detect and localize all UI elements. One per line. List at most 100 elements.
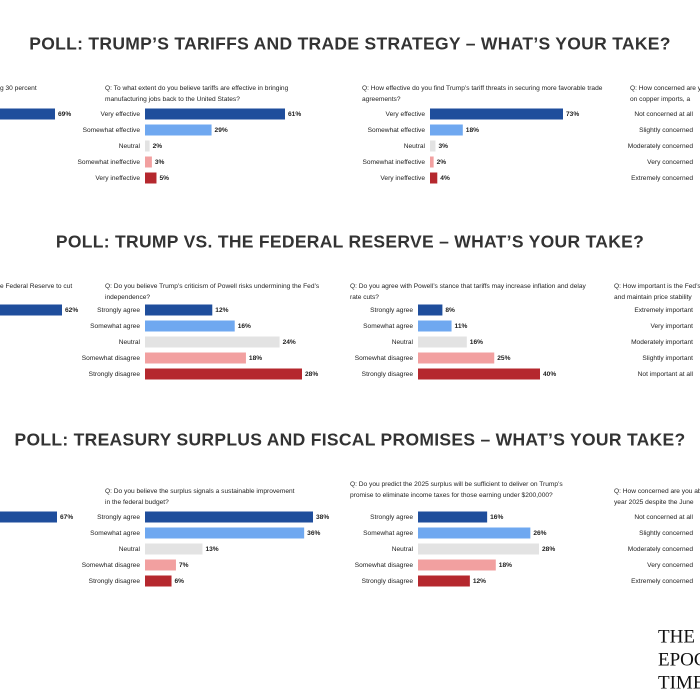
category-label: Somewhat effective (83, 127, 141, 134)
chart-title: Q: How effective do you find Trump’s tar… (362, 85, 603, 92)
value-label: 3% (438, 143, 448, 150)
category-label: Strongly disagree (89, 578, 141, 585)
value-label: 2% (437, 159, 447, 166)
category-label: Neutral (119, 339, 141, 346)
chart-title: manufacturing jobs back to the United St… (105, 96, 240, 103)
category-label: Very concerned (647, 562, 693, 569)
category-label: Somewhat agree (90, 323, 140, 330)
category-label: Very ineffective (95, 175, 140, 182)
category-label: Very concerned (647, 159, 693, 166)
bar (145, 304, 213, 316)
bar (430, 156, 434, 168)
bar (145, 156, 152, 168)
bar (418, 368, 540, 380)
value-label: 6% (175, 578, 185, 585)
category-label: Strongly disagree (362, 578, 414, 585)
category-label: Extremely important (634, 307, 693, 314)
bar (418, 575, 470, 587)
value-label: 18% (466, 127, 479, 134)
value-label: 16% (238, 323, 251, 330)
category-label: Somewhat agree (363, 530, 413, 537)
value-label: 24% (283, 339, 296, 346)
chart-title: g 30 percent (0, 85, 37, 92)
bar (145, 511, 313, 523)
bar (418, 559, 496, 571)
section-heading: POLL: TRUMP’S TARIFFS AND TRADE STRATEGY… (29, 34, 671, 54)
category-label: Very ineffective (380, 175, 425, 182)
category-label: Neutral (392, 546, 414, 553)
bar (418, 527, 531, 539)
bar (145, 543, 203, 555)
chart-title: Q: How important is the Fed’s (614, 283, 700, 290)
bar (0, 511, 57, 523)
category-label: Somewhat disagree (82, 355, 141, 362)
category-label: Strongly agree (370, 307, 413, 314)
category-label: Strongly agree (370, 514, 413, 521)
category-label: Not concerned at all (634, 111, 693, 118)
bar (418, 511, 488, 523)
value-label: 61% (288, 111, 301, 118)
chart-title: rate cuts? (350, 294, 379, 301)
value-label: 7% (179, 562, 189, 569)
category-label: Somewhat disagree (355, 355, 414, 362)
chart-title: independence? (105, 294, 150, 301)
category-label: Slightly concerned (639, 530, 693, 537)
category-label: Slightly concerned (639, 127, 693, 134)
value-label: 18% (499, 562, 512, 569)
category-label: Neutral (392, 339, 414, 346)
value-label: 16% (490, 514, 503, 521)
bar (418, 304, 443, 316)
category-label: Moderately concerned (628, 143, 694, 150)
category-label: Moderately concerned (628, 546, 694, 553)
chart-title: Q: How concerned are y (630, 85, 700, 92)
chart-title: Q: Do you believe Trump’s criticism of P… (105, 283, 320, 290)
bar (145, 140, 150, 152)
category-label: Very effective (101, 111, 141, 118)
category-label: Somewhat effective (368, 127, 426, 134)
bar (430, 124, 463, 136)
value-label: 3% (155, 159, 165, 166)
bar (145, 172, 157, 184)
category-label: Somewhat ineffective (362, 159, 425, 166)
value-label: 2% (153, 143, 163, 150)
logo: TIME (658, 672, 700, 693)
bar (145, 527, 305, 539)
category-label: Neutral (119, 546, 141, 553)
category-label: Strongly agree (97, 514, 140, 521)
value-label: 4% (440, 175, 450, 182)
category-label: Very important (650, 323, 693, 330)
category-label: Very effective (386, 111, 426, 118)
logo: THE (658, 626, 695, 647)
value-label: 11% (455, 323, 468, 330)
chart-title: Q: Do you agree with Powell’s stance tha… (350, 283, 586, 290)
category-label: Neutral (404, 143, 426, 150)
value-label: 40% (543, 371, 556, 378)
section-heading: POLL: TRUMP VS. THE FEDERAL RESERVE – WH… (56, 232, 644, 252)
bar (0, 304, 62, 316)
category-label: Strongly disagree (89, 371, 141, 378)
bar (145, 108, 285, 120)
bar (145, 336, 280, 348)
value-label: 26% (533, 530, 546, 537)
value-label: 36% (307, 530, 320, 537)
bar (418, 543, 539, 555)
category-label: Strongly agree (97, 307, 140, 314)
bar (145, 559, 176, 571)
value-label: 29% (215, 127, 228, 134)
chart-title: Q: To what extent do you believe tariffs… (105, 85, 289, 92)
chart-title: in the federal budget? (105, 499, 169, 506)
bar (145, 352, 246, 364)
value-label: 16% (470, 339, 483, 346)
bar (145, 124, 212, 136)
chart-title: e Federal Reserve to cut (0, 283, 72, 290)
chart-title: promise to eliminate income taxes for th… (350, 492, 553, 499)
chart-title: Q: Do you believe the surplus signals a … (105, 488, 295, 495)
bar (145, 320, 235, 332)
logo: EPOC (658, 649, 700, 670)
bar (145, 575, 172, 587)
bar (0, 108, 55, 120)
bar (430, 140, 436, 152)
category-label: Neutral (119, 143, 141, 150)
